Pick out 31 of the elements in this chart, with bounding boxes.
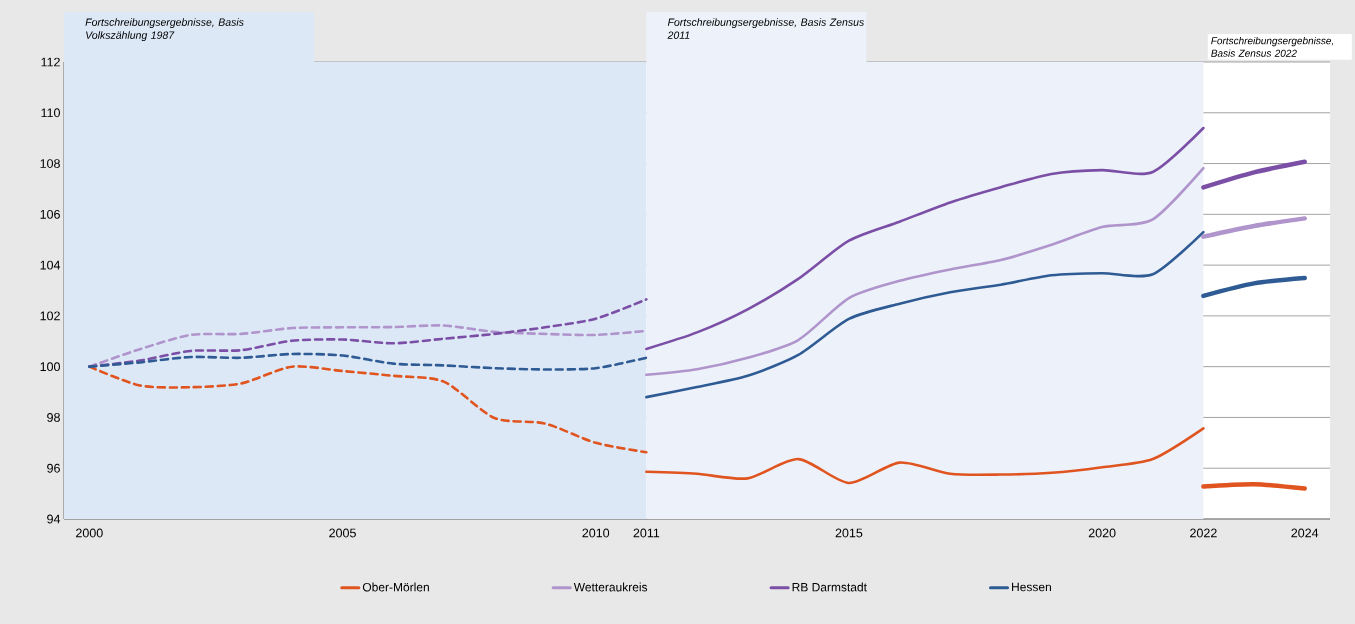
legend-label: Wetteraukreis <box>573 582 648 592</box>
text: Fortschreibungsergebnisse, Basis Zensus 2022 <box>1211 36 1334 57</box>
band-label: Fortschreibungsergebnisse, Basis Zensus 2011 <box>667 18 864 39</box>
x-tick-label: 2010 <box>582 528 610 538</box>
x-tick-label: 2020 <box>1088 528 1116 538</box>
line-series <box>645 166 1205 377</box>
y-tick-label: 108 <box>40 159 60 168</box>
x-tick-label: 2011 <box>633 528 660 538</box>
x-tick-label: 2015 <box>835 528 863 538</box>
y-tick-label: 98 <box>47 413 60 422</box>
line-series <box>645 230 1205 399</box>
y-tick-label: 94 <box>47 514 61 524</box>
x-tick-label: 2005 <box>329 528 356 538</box>
x-tick-label: 2022 <box>1190 528 1217 538</box>
legend-label: RB Darmstadt <box>792 582 867 592</box>
y-tick-label: 112 <box>41 57 60 67</box>
y-tick-label: 102 <box>40 311 60 321</box>
line-series <box>88 365 648 454</box>
line-series <box>645 427 1205 485</box>
y-tick-label: 106 <box>40 209 60 219</box>
legend-label: Hessen <box>1012 582 1051 592</box>
y-tick-label: 96 <box>47 463 60 473</box>
y-tick-label: 100 <box>40 362 60 372</box>
x-tick-label: 2024 <box>1291 528 1319 538</box>
y-tick-label: 110 <box>41 108 60 118</box>
legend-label: Ober-Mörlen <box>362 582 429 592</box>
y-tick-label: 104 <box>40 260 61 270</box>
x-tick-label: 2000 <box>76 528 103 538</box>
band-label: Fortschreibungsergebnisse, Basis Volkszählung 1987 <box>85 18 244 41</box>
line-series <box>645 126 1205 351</box>
line-series <box>88 352 648 371</box>
